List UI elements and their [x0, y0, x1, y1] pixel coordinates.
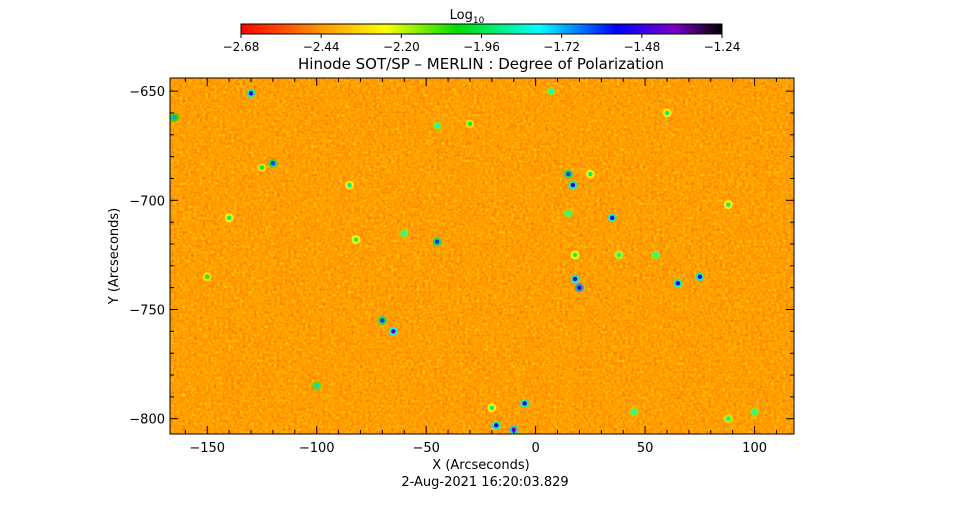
y-tick-label: −800	[129, 413, 165, 428]
heatmap-area	[170, 78, 794, 434]
colorbar-label: Log10	[450, 8, 485, 26]
heatmap-patch	[248, 91, 254, 96]
timestamp: 2-Aug-2021 16:20:03.829	[401, 475, 568, 490]
colorbar-tick-label: −1.24	[704, 40, 741, 54]
heatmap-patch	[610, 215, 615, 220]
y-axis-label: Y (Arcseconds)	[107, 208, 122, 305]
heatmap-patch	[270, 160, 276, 166]
colorbar-tick-label: −2.44	[303, 40, 340, 54]
colorbar-tick-label: −2.20	[383, 40, 420, 54]
heatmap-patch	[726, 202, 731, 207]
colorbar-tick-label: −1.72	[543, 40, 580, 54]
heatmap-patch	[467, 121, 473, 127]
heatmap-patches	[170, 78, 760, 434]
y-tick-label: −650	[129, 85, 165, 100]
heatmap-patch	[347, 182, 352, 188]
y-tick-label: −750	[129, 304, 165, 319]
heatmap-patch	[494, 423, 499, 428]
heatmap-patch	[572, 276, 578, 282]
heatmap-patch	[489, 405, 495, 410]
colorbar-ticks: −2.68 −2.44 −2.20 −1.96 −1.72 −1.48 −1.24	[223, 34, 741, 54]
heatmap-patch	[664, 110, 670, 116]
heatmap-patch	[631, 409, 637, 415]
heatmap-patch	[434, 239, 440, 245]
heatmap-patch	[226, 215, 232, 220]
heatmap-patch	[314, 383, 319, 389]
heatmap-patch	[653, 252, 659, 258]
heatmap-patch	[511, 427, 516, 432]
chart-title: Hinode SOT/SP – MERLIN : Degree of Polar…	[298, 55, 664, 73]
heatmap-patch	[434, 123, 440, 129]
heatmap-patch	[616, 252, 622, 258]
x-axis-label: X (Arcseconds)	[432, 458, 529, 473]
y-axis: −650 −700 −750 −800	[129, 85, 794, 428]
heatmap-patch	[577, 285, 582, 290]
colorbar-tick-label: −1.48	[623, 40, 660, 54]
heatmap-patch	[675, 281, 681, 286]
heatmap-patch	[402, 230, 407, 236]
heatmap-patch	[566, 211, 571, 216]
heatmap-patch	[522, 401, 527, 406]
plot-frame	[169, 77, 795, 435]
heatmap-patch	[697, 274, 703, 279]
x-tick-label: −50	[412, 441, 439, 456]
heatmap-patch	[353, 237, 359, 242]
heatmap-patch	[172, 115, 177, 120]
heatmap-patch	[588, 171, 593, 177]
heatmap-speckle-fine	[170, 78, 794, 434]
colorbar-tick-label: −2.68	[223, 40, 260, 54]
heatmap-patch	[205, 274, 210, 279]
heatmap-patch	[566, 171, 571, 177]
heatmap-patch	[726, 416, 731, 421]
heatmap-patch	[548, 88, 554, 94]
heatmap-patch	[570, 182, 576, 188]
x-tick-label: 50	[637, 441, 654, 456]
colorbar-tick-label: −1.96	[463, 40, 500, 54]
x-axis: −150 −100 −50 0 50 100	[184, 78, 777, 456]
y-tick-label: −700	[129, 194, 165, 209]
x-tick-label: −150	[189, 441, 225, 456]
heatmap-patch	[380, 318, 385, 323]
colorbar	[240, 23, 723, 35]
heatmap-patch	[391, 329, 396, 334]
heatmap-patch	[259, 165, 265, 170]
x-tick-label: 100	[742, 441, 767, 456]
x-tick-label: 0	[532, 441, 540, 456]
heatmap-patch	[752, 409, 757, 415]
x-tick-label: −100	[299, 441, 335, 456]
heatmap-patch	[572, 252, 578, 258]
